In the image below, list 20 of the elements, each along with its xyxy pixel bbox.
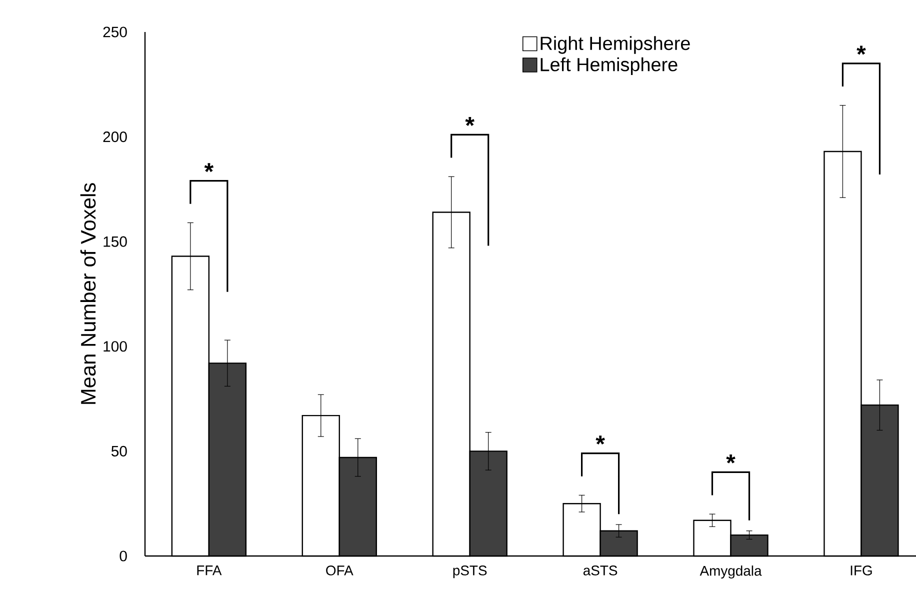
- annotation: *: [726, 454, 736, 464]
- x-tick-label: Amygdala: [700, 566, 762, 579]
- x-tick-label: pSTS: [453, 566, 487, 578]
- y-tick-label: 0: [120, 550, 127, 562]
- x-tick-label: aSTS: [583, 566, 618, 576]
- x-tick-label: IFG: [850, 566, 872, 576]
- legend-label: Right Hemipshere: [540, 36, 690, 54]
- y-tick-label: 50: [111, 446, 127, 456]
- y-tick-label: 150: [104, 236, 127, 247]
- y-tick-label: 250: [103, 26, 127, 38]
- x-tick-label: OFA: [326, 566, 354, 576]
- x-tick-label: FFA: [197, 566, 222, 576]
- y-axis-title: Mean Number of Voxels: [80, 183, 96, 404]
- legend-label: Left Hemisphere: [540, 57, 678, 76]
- annotation: *: [465, 117, 474, 126]
- y-tick-label: 200: [103, 132, 127, 142]
- annotation: *: [856, 46, 866, 55]
- annotation: *: [204, 163, 214, 172]
- y-tick-label: 100: [104, 341, 127, 352]
- annotation: *: [596, 436, 605, 445]
